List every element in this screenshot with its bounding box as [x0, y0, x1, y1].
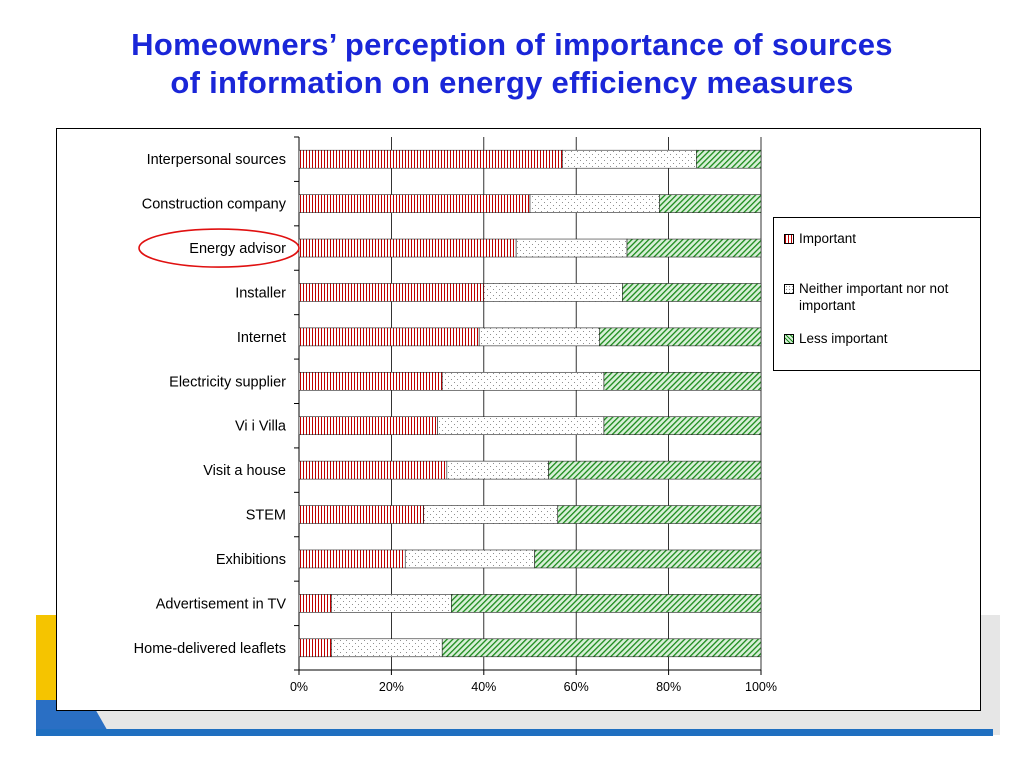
bar-segment-important [298, 505, 425, 524]
bar-segment-neither [441, 371, 605, 391]
legend-label-less-important: Less important [799, 331, 888, 346]
legend-swatch-less-important [784, 334, 794, 344]
bar-segment-less-important [534, 549, 762, 569]
category-label: Energy advisor [189, 241, 286, 257]
bar-segment-less-important [696, 149, 762, 169]
bar-segment-neither [478, 327, 600, 347]
bar-segment-less-important [557, 505, 762, 524]
category-label: Interpersonal sources [147, 152, 286, 168]
category-label: Vi i Villa [235, 419, 287, 435]
bar-segment-less-important [603, 416, 762, 436]
yellow-corner-shape [36, 615, 56, 700]
stacked-bar-chart: 0% 20% 40% 60% 80% 100% Interpersonal sources C… [134, 136, 777, 694]
bar-segment-less-important [603, 371, 762, 391]
bar-segment-neither [529, 194, 660, 213]
bar-segment-less-important [622, 283, 762, 302]
category-label: Electricity supplier [169, 374, 286, 390]
bar-segment-less-important [548, 460, 762, 480]
x-tick-label: 0% [290, 680, 308, 694]
blue-bottom-bar [36, 729, 993, 736]
bar-segment-less-important [626, 238, 762, 258]
chart-legend: Important Neither important nor not impo… [773, 217, 981, 371]
bar-segment-important [298, 194, 531, 213]
category-label: STEM [246, 508, 286, 524]
x-tick-label: 40% [471, 680, 496, 694]
legend-swatch-important [784, 234, 794, 244]
bar-segment-neither [437, 416, 605, 436]
slide-title: Homeowners’ perception of importance of … [0, 26, 1024, 102]
bar-segment-important [298, 371, 443, 391]
bar-segment-neither [562, 149, 697, 169]
bar-segment-neither [483, 283, 623, 302]
x-tick-label: 60% [564, 680, 589, 694]
bar-segment-important [298, 238, 517, 258]
category-label: Visit a house [203, 463, 286, 479]
highlight-circle-annotation [138, 228, 300, 268]
category-label: Exhibitions [216, 552, 286, 568]
bar-segment-less-important [441, 638, 762, 658]
bar-segment-less-important [598, 327, 762, 347]
chart-container: 0% 20% 40% 60% 80% 100% Interpersonal sources C… [56, 128, 981, 711]
bar-segment-neither [331, 594, 452, 613]
category-label: Internet [237, 330, 286, 346]
category-label: Home-delivered leaflets [134, 641, 286, 657]
bar-segment-important [298, 638, 332, 658]
bar-segment-less-important [451, 594, 762, 613]
legend-swatch-neither [784, 284, 794, 294]
legend-label-neither: Neither important nor not important [799, 281, 949, 313]
bar-segment-important [298, 549, 406, 569]
bar-segment-neither [404, 549, 535, 569]
x-tick-label: 20% [379, 680, 404, 694]
legend-label-important: Important [799, 231, 857, 246]
slide-title-line-1: Homeowners’ perception of importance of … [131, 27, 893, 62]
bar-segment-important [298, 283, 485, 302]
x-tick-label: 80% [656, 680, 681, 694]
x-tick-label: 100% [745, 680, 777, 694]
bar-segment-important [298, 416, 438, 436]
bar-segment-neither [515, 238, 628, 258]
bar-segment-important [298, 594, 332, 613]
bar-segment-important [298, 460, 448, 480]
bar-segment-important [298, 149, 563, 169]
bar-segment-important [298, 327, 480, 347]
bar-segment-neither [331, 638, 443, 658]
category-label: Construction company [142, 197, 287, 213]
slide-title-line-2: of information on energy efficiency meas… [170, 65, 854, 100]
bar-segment-less-important [659, 194, 762, 213]
category-label: Installer [235, 285, 286, 301]
bar-segment-neither [423, 505, 559, 524]
bar-segment-neither [446, 460, 549, 480]
category-label: Advertisement in TV [156, 596, 287, 612]
